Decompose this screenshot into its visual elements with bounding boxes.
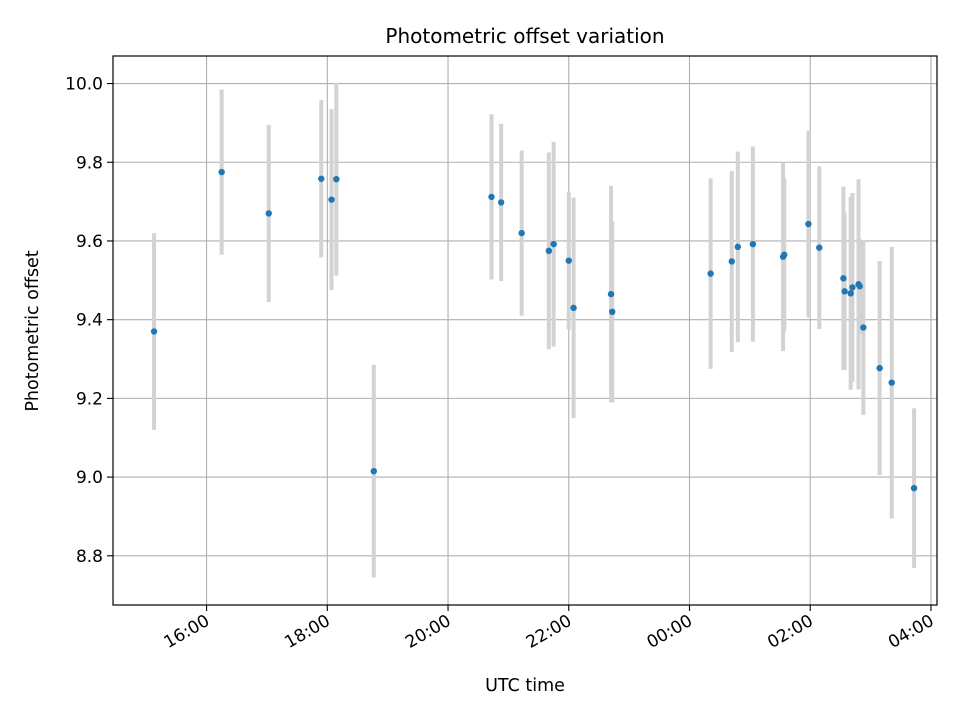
data-point — [488, 193, 495, 201]
data-point — [265, 210, 272, 217]
data-point — [847, 290, 854, 297]
data-point — [370, 467, 377, 475]
data-point — [607, 290, 615, 298]
x-axis-label: UTC time — [485, 676, 565, 696]
data-point — [150, 328, 158, 335]
data-point — [840, 275, 847, 282]
data-point — [888, 379, 895, 386]
data-point — [856, 283, 863, 290]
data-point — [550, 240, 557, 248]
y-tick-label: 10.0 — [65, 75, 103, 95]
data-point — [497, 199, 505, 206]
data-point — [707, 270, 714, 277]
data-point — [805, 220, 812, 228]
data-point — [218, 168, 225, 176]
data-point — [728, 258, 735, 265]
chart-title: Photometric offset variation — [385, 24, 664, 48]
data-point — [333, 175, 340, 183]
y-axis-label: Photometric offset — [23, 250, 43, 411]
data-point — [849, 284, 856, 291]
data-point — [816, 244, 823, 251]
data-point — [518, 229, 525, 237]
data-point — [910, 484, 918, 492]
y-axis-ticks: 8.8 9.0 9.2 9.4 9.6 9.8 10.0 — [65, 75, 113, 567]
data-point — [570, 304, 577, 312]
data-point — [318, 175, 325, 182]
data-point — [609, 308, 616, 316]
y-tick-label: 9.0 — [76, 468, 103, 488]
data-point — [734, 243, 741, 251]
data-point — [781, 251, 788, 258]
y-tick-label: 9.2 — [76, 389, 103, 409]
plot-frame — [112, 55, 938, 606]
data-point — [876, 364, 883, 372]
y-tick-label: 8.8 — [76, 547, 103, 567]
data-point — [841, 288, 848, 295]
y-tick-label: 9.4 — [76, 311, 103, 331]
data-point — [749, 240, 757, 248]
data-points — [150, 168, 918, 492]
y-tick-label: 9.6 — [76, 232, 103, 252]
data-point — [328, 196, 335, 203]
y-tick-label: 9.8 — [76, 153, 103, 173]
data-point — [565, 257, 572, 264]
data-point — [545, 247, 553, 255]
data-point — [860, 324, 867, 331]
